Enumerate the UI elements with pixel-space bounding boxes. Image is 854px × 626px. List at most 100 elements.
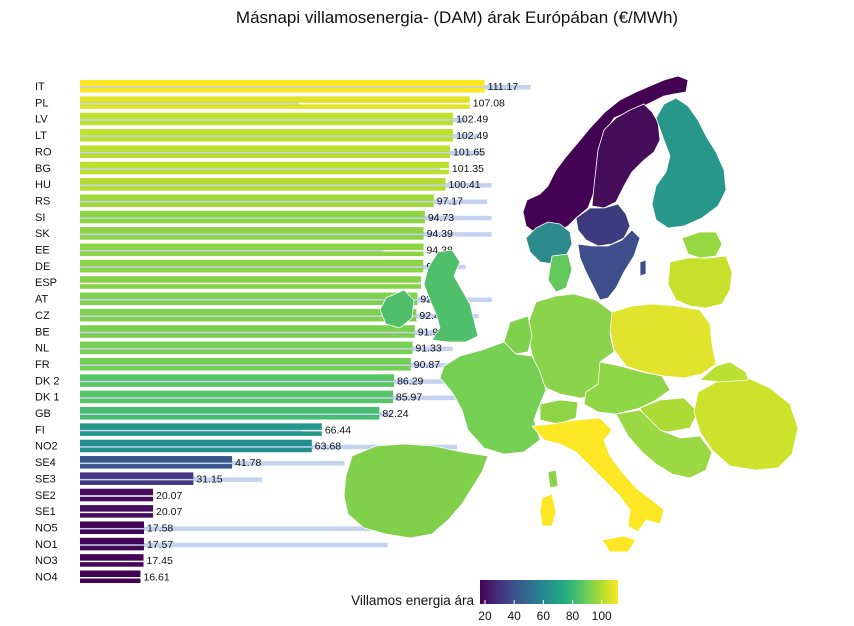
bar-category-label: SE4 — [35, 457, 56, 469]
map-norway — [522, 75, 689, 235]
bar-primary-lower — [80, 202, 434, 207]
bar-category-label: IT — [35, 81, 45, 93]
map-sardinia — [539, 493, 557, 527]
map-balkans — [615, 409, 713, 479]
bar-primary-lower — [80, 545, 144, 551]
bar-primary-lower — [80, 267, 424, 273]
map-sicily — [601, 535, 637, 553]
map-great-britain — [423, 249, 479, 343]
map-norway-south — [525, 221, 573, 265]
bar-primary — [80, 407, 380, 414]
bar-primary-lower — [80, 431, 322, 436]
bar-primary-lower — [80, 480, 194, 485]
bar-value-label: 41.78 — [235, 457, 261, 469]
bar-category-label: NO5 — [35, 522, 58, 534]
map-sweden-se3 — [575, 203, 631, 247]
bar-value-label: 101.65 — [453, 146, 485, 158]
bar-category-label: DK 1 — [35, 392, 59, 404]
bar-category-label: PL — [35, 97, 48, 109]
bar-chart: IT 111.17 PL 107.08 LV 102.49 LT 102.49 RO 101.65… — [35, 80, 531, 584]
map-east — [699, 361, 749, 383]
bar-secondary — [80, 232, 492, 237]
map-italy — [531, 417, 665, 533]
bar-category-label: BG — [35, 163, 51, 175]
bar-value-label: 111.17 — [488, 81, 519, 93]
bar-primary — [80, 259, 424, 267]
bar-primary — [80, 243, 424, 250]
bar-value-label: 97.17 — [437, 195, 463, 207]
bar-primary — [80, 505, 154, 512]
bar-primary-lower — [80, 153, 451, 158]
bar-category-label: GB — [35, 408, 51, 420]
bar-primary-lower — [80, 251, 424, 257]
bar-category-label: RO — [35, 146, 52, 158]
bar-category-label: DK 2 — [35, 375, 59, 387]
bar-secondary — [80, 526, 388, 531]
map-sweden-north — [591, 103, 661, 209]
bar-category-label: SK — [35, 228, 50, 240]
bar-primary — [80, 325, 415, 332]
map-romania — [693, 377, 799, 471]
bar-secondary — [80, 362, 492, 368]
bar-value-label: 86.29 — [397, 375, 423, 387]
bar-primary-lower — [80, 235, 424, 240]
bar-secondary — [80, 477, 262, 482]
map-corsica — [547, 469, 559, 489]
bar-primary — [80, 341, 413, 349]
bar-secondary — [80, 461, 345, 466]
map-finland — [651, 97, 727, 229]
bar-category-label: HU — [35, 179, 51, 191]
bar-category-label: NO2 — [35, 441, 58, 453]
map-estonia — [681, 231, 723, 259]
bar-primary-lower — [80, 300, 418, 306]
colorbar-ticks: 20 40 60 80 100 — [478, 600, 612, 623]
bar-value-label: 17.45 — [147, 555, 173, 567]
bar-secondary — [80, 444, 457, 450]
bar-secondary — [80, 215, 492, 221]
bar-secondary — [80, 428, 301, 433]
map-baltics — [667, 255, 733, 309]
bar-primary — [80, 227, 424, 234]
bar-value-label: 101.35 — [452, 163, 484, 175]
colorbar-tick-label: 40 — [507, 609, 521, 623]
bar-primary-lower — [80, 496, 154, 502]
bar-primary — [80, 423, 322, 430]
bar-category-label: BE — [35, 326, 50, 338]
bar-value-label: 94.73 — [428, 212, 454, 224]
bar-primary-lower — [80, 349, 413, 355]
bar-primary — [80, 276, 422, 283]
bar-primary-lower — [80, 365, 411, 371]
colorbar-gradient — [480, 580, 618, 604]
bar-value-label: 100.41 — [448, 179, 480, 191]
bar-secondary — [80, 330, 453, 335]
bar-category-label: SE1 — [35, 506, 56, 518]
bar-value-label: 82.24 — [382, 408, 408, 420]
bar-primary — [80, 570, 141, 577]
bar-category-label: SE3 — [35, 473, 56, 485]
bar-primary — [80, 390, 393, 398]
bar-primary — [80, 129, 454, 136]
bar-value-label: 31.15 — [196, 473, 222, 485]
colorbar-legend: Villamos energia ára 20 40 60 80 100 — [351, 580, 618, 623]
bar-primary-lower — [80, 137, 454, 142]
bar-primary-lower — [80, 169, 449, 175]
bar-value-label: 90.87 — [414, 359, 440, 371]
bar-value-label: 20.07 — [156, 506, 182, 518]
bar-value-label: 107.08 — [473, 97, 505, 109]
bar-secondary — [80, 101, 300, 106]
bar-primary-lower — [80, 218, 425, 224]
bar-value-label: 66.44 — [325, 424, 351, 436]
bar-category-label: LV — [35, 114, 48, 126]
chart-title: Másnapi villamosenergia- (DAM) árak Euró… — [235, 8, 679, 27]
bar-primary — [80, 439, 312, 447]
bar-category-label: SI — [35, 212, 45, 224]
bar-secondary — [80, 166, 440, 172]
bar-value-label: 20.07 — [156, 490, 182, 502]
bar-primary — [80, 292, 418, 300]
bar-primary-lower — [80, 464, 233, 469]
bar-primary-lower — [80, 316, 417, 322]
bar-primary — [80, 194, 434, 201]
bar-primary — [80, 80, 485, 87]
bar-primary-lower — [80, 382, 395, 387]
